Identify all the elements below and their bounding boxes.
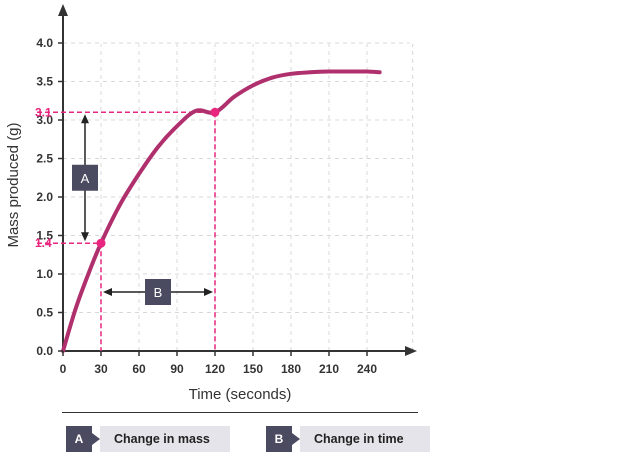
- x-tick-label: 0: [60, 362, 67, 376]
- x-tick-label: 120: [205, 362, 225, 376]
- ticks: 0 30 60 90 120 150 180 210 240 0.0 0.5 1.0 1.5 2.0 2.5…: [35, 36, 377, 376]
- x-tick-label: 60: [132, 362, 146, 376]
- arrowhead-up: [81, 114, 89, 124]
- label-a-text: A: [81, 171, 90, 186]
- grid: [63, 42, 414, 351]
- arrowhead-right: [204, 288, 213, 296]
- legend-text-a: Change in mass: [100, 426, 230, 452]
- y-tick-label: 3.0: [36, 113, 53, 127]
- highlight-value-label: 1.4: [35, 236, 52, 250]
- y-tick-label: 0.5: [36, 306, 53, 320]
- x-tick-label: 180: [281, 362, 301, 376]
- x-tick-label: 240: [357, 362, 377, 376]
- y-axis-arrow: [58, 4, 68, 16]
- legend-item-b: B Change in time: [266, 426, 430, 452]
- y-tick-label: 2.0: [36, 190, 53, 204]
- x-tick-label: 210: [319, 362, 339, 376]
- arrowhead-down: [81, 232, 89, 242]
- highlight-value-label: 3.1: [35, 105, 52, 119]
- y-axis-label: Mass produced (g): [5, 122, 22, 247]
- legend-text-b: Change in time: [300, 426, 430, 452]
- label-b-text: B: [154, 285, 163, 300]
- x-tick-label: 30: [94, 362, 108, 376]
- guides: AB: [37, 111, 216, 351]
- y-tick-label: 0.0: [36, 344, 53, 358]
- highlight-point: [210, 107, 220, 117]
- x-tick-label: 150: [243, 362, 263, 376]
- label-a-box: [72, 164, 98, 191]
- legend-key-a: A: [66, 426, 100, 452]
- x-axis-label: Time (seconds): [189, 386, 292, 403]
- y-tick-label: 3.5: [36, 75, 53, 89]
- axes: [58, 4, 417, 356]
- y-tick-label: 2.5: [36, 152, 53, 166]
- legend-divider: [62, 412, 418, 413]
- y-tick-label: 1.0: [36, 267, 53, 281]
- markers: [96, 107, 220, 248]
- legend-item-a: A Change in mass: [66, 426, 230, 452]
- y-tick-label: 4.0: [36, 36, 53, 50]
- y-tick-label: 1.5: [36, 229, 53, 243]
- x-axis-arrow: [405, 346, 417, 356]
- arrowhead-left: [103, 288, 112, 296]
- data-curve: [61, 69, 382, 353]
- highlight-point: [96, 238, 106, 248]
- x-tick-label: 90: [170, 362, 184, 376]
- legend-key-b: B: [266, 426, 300, 452]
- label-b-box: [145, 279, 171, 305]
